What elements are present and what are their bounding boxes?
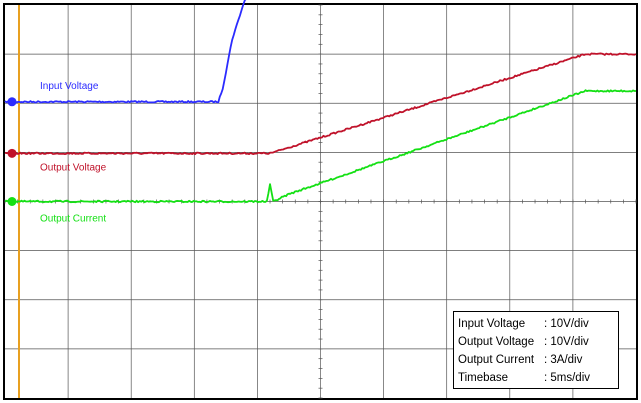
traces <box>4 0 637 204</box>
legend-value: : 10V/div <box>544 318 589 330</box>
legend-label: Input Voltage <box>458 318 526 330</box>
trace-labels: Input Voltage Output Voltage Output Curren… <box>40 81 107 225</box>
legend-row-output-current: Output Current : 3A/div <box>458 351 618 369</box>
trace-label: Output Current <box>40 214 106 225</box>
legend-value: : 3A/div <box>544 354 583 366</box>
legend-value: : 5ms/div <box>544 372 591 384</box>
channel-marker <box>7 148 17 158</box>
trace-line <box>4 52 637 156</box>
legend-value: : 10V/div <box>544 336 589 348</box>
legend-label: Timebase <box>458 372 509 384</box>
scale-legend: Input Voltage : 10V/div Output Voltage :… <box>453 311 619 389</box>
channel-marker <box>7 97 17 107</box>
trace-line <box>4 0 247 104</box>
legend-row-output-voltage: Output Voltage : 10V/div <box>458 333 618 351</box>
trace-line <box>4 89 636 204</box>
legend-label: Output Voltage <box>458 336 535 348</box>
legend-row-input-voltage: Input Voltage : 10V/div <box>458 315 618 333</box>
channel-marker <box>7 197 17 206</box>
trace-label: Output Voltage <box>40 162 107 173</box>
channel-markers <box>7 97 17 206</box>
legend-label: Output Current <box>458 354 535 366</box>
legend-row-timebase: Timebase : 5ms/div <box>458 369 618 387</box>
trace-label: Input Voltage <box>40 81 99 92</box>
